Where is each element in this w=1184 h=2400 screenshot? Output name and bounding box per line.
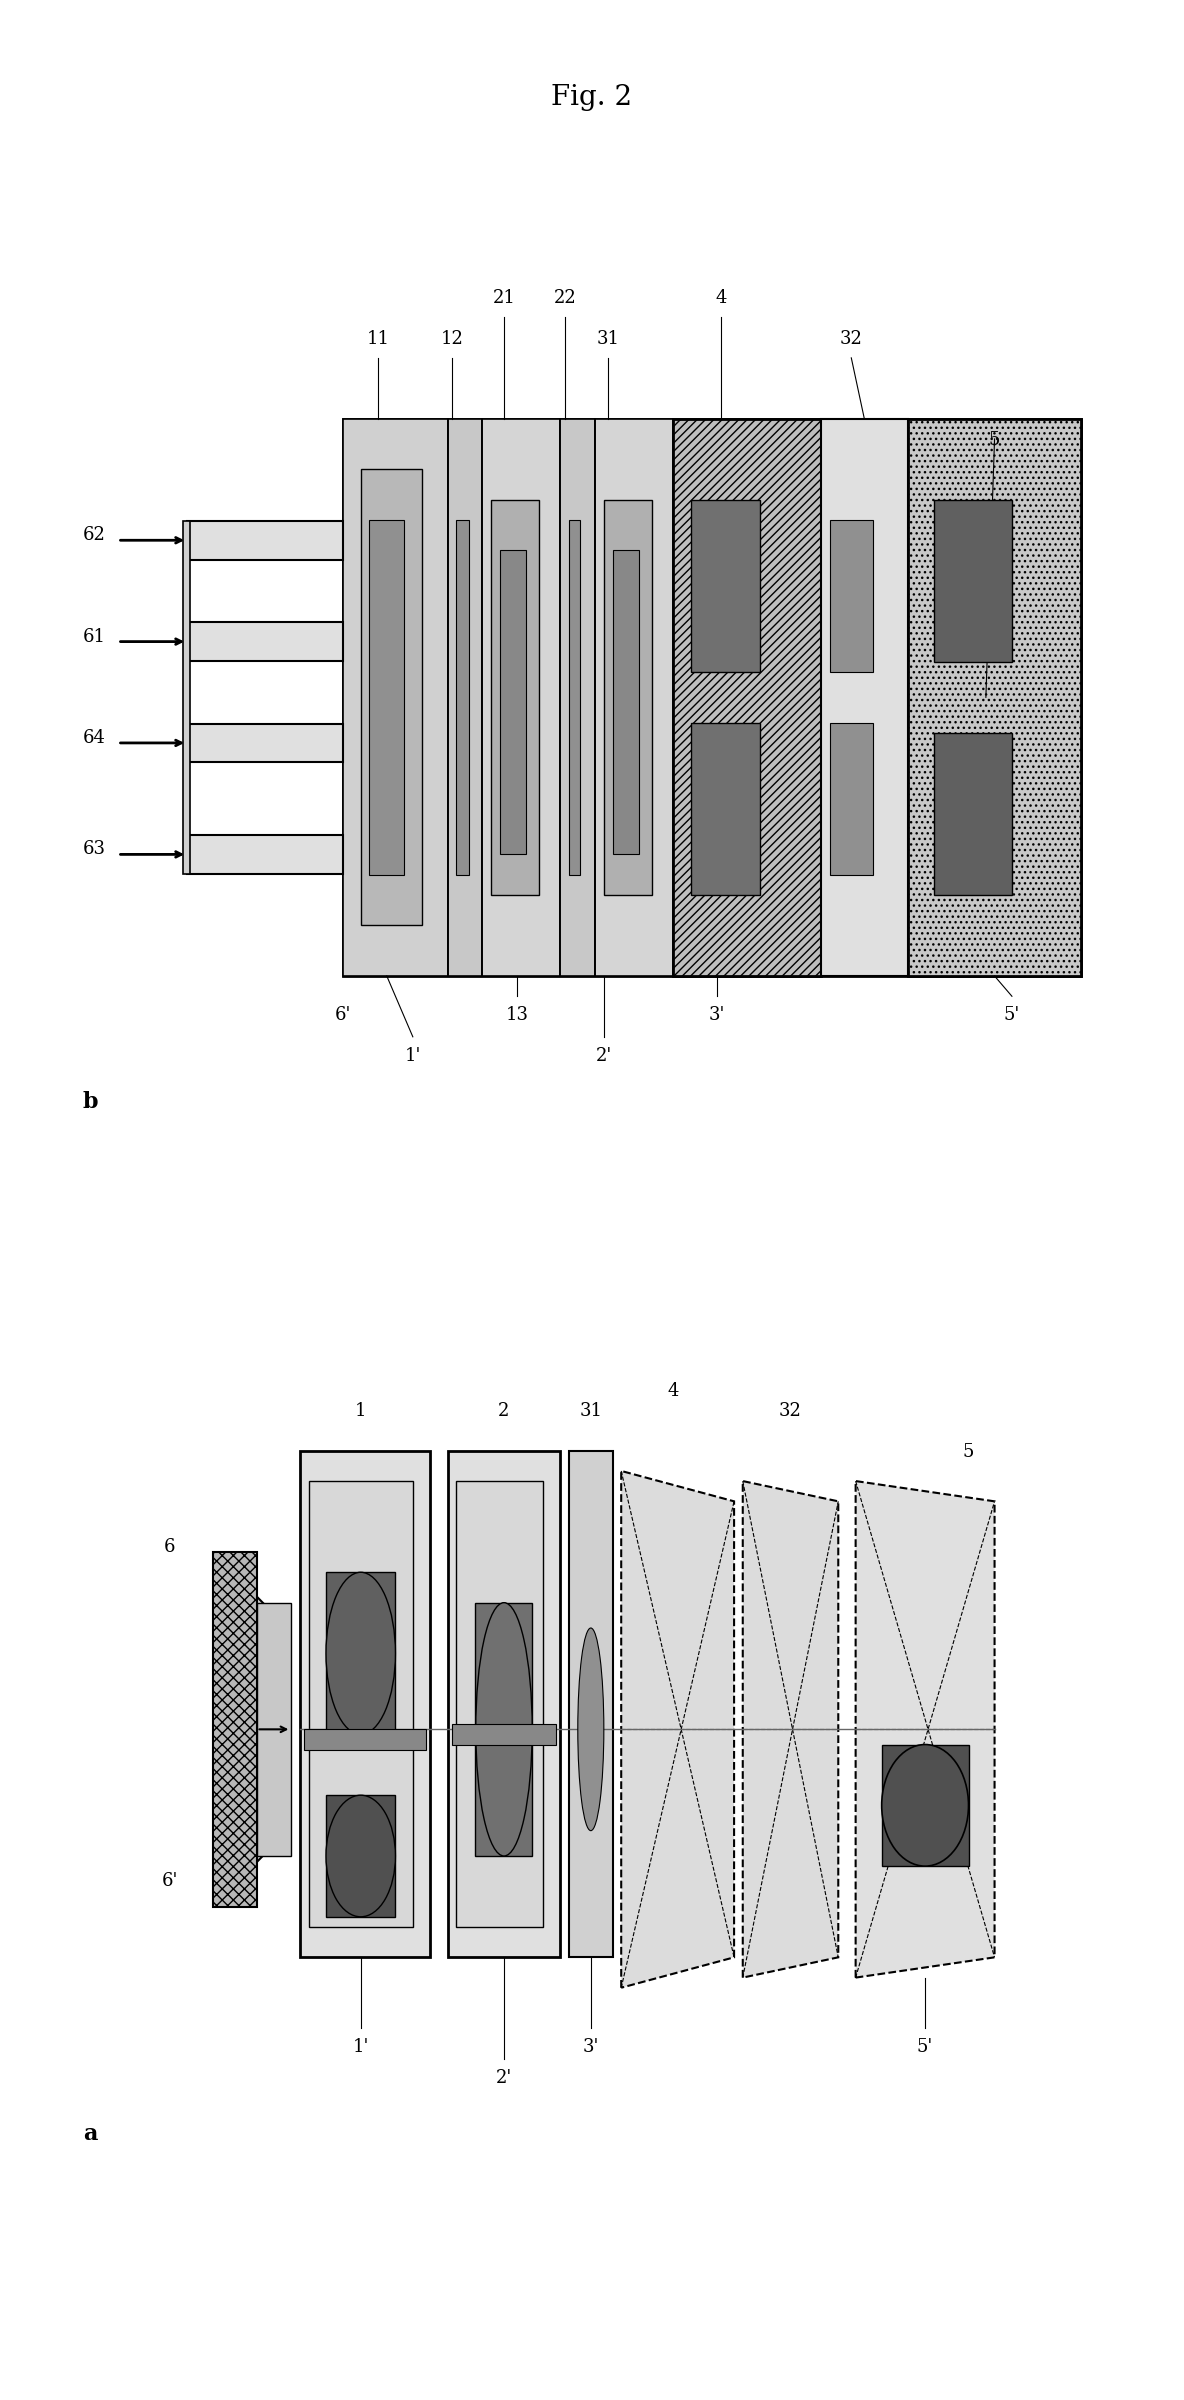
- Text: 4: 4: [668, 1382, 678, 1399]
- Bar: [491, 499, 539, 895]
- Bar: [326, 1572, 395, 1735]
- Polygon shape: [213, 1553, 283, 1906]
- Text: 64: 64: [83, 730, 105, 746]
- Bar: [448, 418, 482, 977]
- Bar: [187, 725, 343, 763]
- Bar: [674, 418, 821, 977]
- Text: 6: 6: [163, 1538, 175, 1555]
- Text: 12: 12: [440, 329, 463, 348]
- Text: 21: 21: [493, 288, 515, 307]
- Bar: [690, 499, 760, 672]
- Text: 5': 5': [1004, 1006, 1021, 1025]
- Polygon shape: [622, 1471, 734, 1987]
- Ellipse shape: [326, 1795, 395, 1918]
- Bar: [570, 1450, 612, 1958]
- Bar: [560, 418, 596, 977]
- Bar: [182, 521, 189, 874]
- Bar: [690, 722, 760, 895]
- Text: 5: 5: [989, 432, 1000, 449]
- Bar: [187, 835, 343, 874]
- Text: 3': 3': [708, 1006, 725, 1025]
- Bar: [596, 418, 674, 977]
- Text: 4: 4: [715, 288, 727, 307]
- Text: 61: 61: [83, 626, 105, 646]
- Text: 5': 5': [916, 2038, 933, 2057]
- Text: a: a: [83, 2122, 97, 2146]
- Bar: [500, 550, 526, 854]
- Bar: [448, 1450, 560, 1958]
- Bar: [821, 418, 908, 977]
- Text: 1: 1: [355, 1402, 367, 1421]
- Bar: [187, 622, 343, 660]
- Text: 6': 6': [335, 1006, 352, 1025]
- Text: 1': 1': [405, 1046, 422, 1066]
- Bar: [604, 499, 651, 895]
- Bar: [934, 499, 1012, 662]
- Bar: [570, 521, 579, 874]
- Polygon shape: [742, 1481, 838, 1978]
- Ellipse shape: [326, 1572, 395, 1735]
- Text: 31: 31: [579, 1402, 603, 1421]
- Bar: [482, 418, 560, 977]
- Ellipse shape: [578, 1627, 604, 1831]
- Bar: [475, 1603, 532, 1855]
- Bar: [456, 1481, 543, 1927]
- Text: 3': 3': [583, 2038, 599, 2057]
- Bar: [612, 550, 638, 854]
- Text: 2': 2': [496, 2069, 513, 2086]
- Bar: [934, 732, 1012, 895]
- Bar: [213, 1553, 257, 1906]
- Bar: [300, 1450, 430, 1958]
- Text: 63: 63: [83, 840, 105, 859]
- Text: Fig. 2: Fig. 2: [552, 84, 632, 110]
- Text: 1': 1': [353, 2038, 369, 2057]
- Bar: [257, 1603, 291, 1855]
- Text: 5: 5: [963, 1442, 974, 1462]
- Bar: [361, 470, 422, 926]
- Bar: [369, 521, 404, 874]
- Bar: [830, 521, 873, 672]
- Text: 32: 32: [779, 1402, 802, 1421]
- Bar: [830, 722, 873, 874]
- Bar: [456, 521, 469, 874]
- Text: 32: 32: [839, 329, 863, 348]
- Bar: [326, 1795, 395, 1918]
- Bar: [304, 1730, 426, 1750]
- Text: 2': 2': [596, 1046, 612, 1066]
- Text: 11: 11: [367, 329, 390, 348]
- Text: 2: 2: [498, 1402, 509, 1421]
- Ellipse shape: [882, 1745, 969, 1867]
- Bar: [908, 418, 1081, 977]
- Text: 22: 22: [553, 288, 577, 307]
- Text: 31: 31: [597, 329, 619, 348]
- Bar: [187, 521, 343, 559]
- Bar: [343, 418, 448, 977]
- Bar: [882, 1745, 969, 1867]
- Ellipse shape: [476, 1603, 533, 1855]
- Bar: [343, 418, 1081, 977]
- Text: 13: 13: [506, 1006, 528, 1025]
- Text: b: b: [83, 1090, 98, 1114]
- Text: 62: 62: [83, 526, 105, 545]
- Text: 6': 6': [161, 1872, 178, 1891]
- Polygon shape: [856, 1481, 995, 1978]
- Bar: [452, 1723, 556, 1745]
- Bar: [309, 1481, 413, 1927]
